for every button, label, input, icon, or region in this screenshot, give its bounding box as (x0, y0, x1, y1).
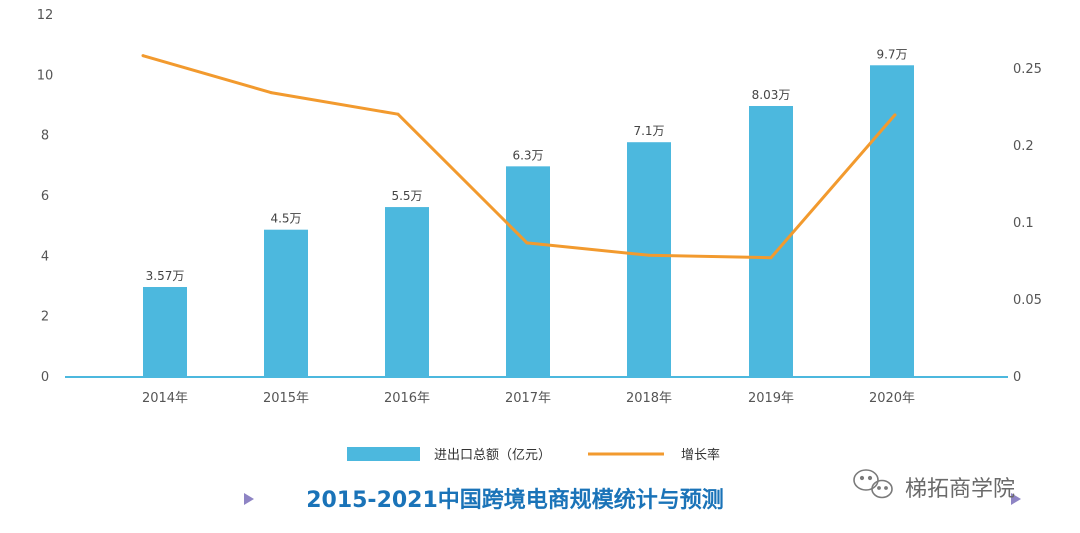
bar-data-label: 6.3万 (512, 148, 543, 162)
legend-label-bar: 进出口总额（亿元） (434, 448, 551, 463)
legend: 进出口总额（亿元） 增长率 (347, 447, 720, 463)
x-tick-label: 2017年 (505, 391, 551, 406)
legend-label-line: 增长率 (681, 447, 720, 463)
bar-series (143, 65, 914, 377)
bar (627, 142, 671, 376)
left-tick-label: 6 (41, 189, 49, 204)
left-tick-label: 12 (37, 8, 54, 23)
bar-data-label: 9.7万 (876, 47, 907, 61)
left-tick-label: 8 (41, 129, 49, 144)
bar-data-label: 7.1万 (633, 124, 664, 138)
right-tick-label: 0.25 (1013, 62, 1042, 77)
watermark-text: 梯拓商学院 (905, 477, 1015, 502)
bar (870, 65, 914, 377)
x-axis: 2014年 2015年 2016年 2017年 2018年 2019年 2020年 (142, 391, 915, 406)
wechat-icon (853, 469, 893, 499)
x-tick-label: 2015年 (263, 391, 309, 406)
bar-data-label: 8.03万 (752, 88, 791, 102)
x-tick-label: 2020年 (869, 391, 915, 406)
bar (143, 287, 187, 376)
bar (506, 166, 550, 376)
bar-data-label: 3.57万 (146, 269, 185, 283)
bar (264, 229, 308, 376)
right-arrow-head (1011, 493, 1021, 505)
legend-swatch-bar (347, 447, 420, 461)
watermark: 梯拓商学院 (853, 469, 1015, 502)
line-point (893, 113, 897, 117)
left-arrow-head (244, 493, 254, 505)
right-tick-label: 0 (1013, 370, 1021, 385)
bar-data-label: 5.5万 (391, 189, 422, 203)
right-tick-label: 0.1 (1013, 216, 1034, 231)
line-point (769, 256, 773, 260)
bar (385, 207, 429, 376)
left-tick-label: 0 (41, 370, 49, 385)
left-tick-label: 4 (41, 249, 49, 264)
left-tick-label: 2 (41, 310, 49, 325)
line-point (396, 112, 400, 116)
line-point (525, 241, 529, 245)
right-tick-label: 0.05 (1013, 293, 1042, 308)
left-tick-label: 10 (37, 68, 54, 83)
chart-title: 2015-2021中国跨境电商规模统计与预测 (306, 487, 724, 513)
line-point (141, 54, 145, 58)
line-point (647, 253, 651, 257)
x-tick-label: 2018年 (626, 391, 672, 406)
bar-data-label: 4.5万 (270, 212, 301, 226)
left-axis: 0 2 4 6 8 10 12 (37, 8, 54, 385)
title-banner: 2015-2021中国跨境电商规模统计与预测 (28, 487, 1021, 513)
x-tick-label: 2016年 (384, 391, 430, 406)
line-series (141, 54, 897, 260)
x-tick-label: 2014年 (142, 391, 188, 406)
x-tick-label: 2019年 (748, 391, 794, 406)
line-point (269, 91, 273, 95)
bar-data-labels: 3.57万 4.5万 5.5万 6.3万 7.1万 8.03万 9.7万 (146, 47, 908, 283)
right-tick-label: 0.2 (1013, 139, 1034, 154)
right-axis: 0 0.05 0.1 0.2 0.25 (1013, 62, 1042, 385)
